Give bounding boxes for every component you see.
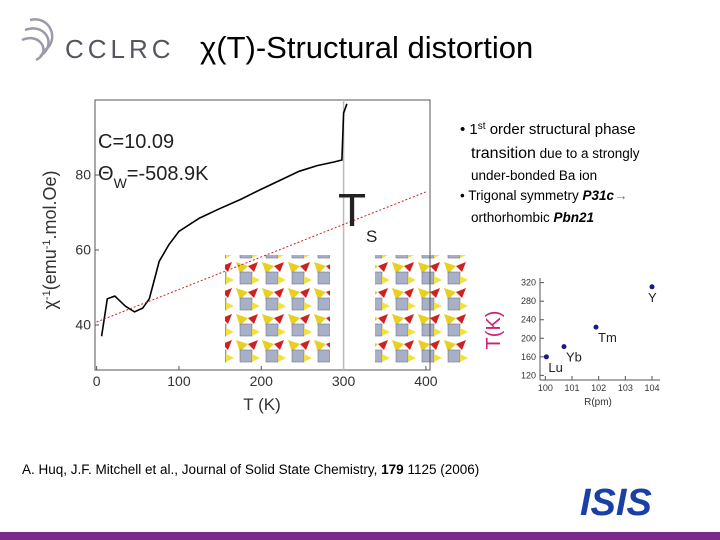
y-axis-label-part: .mol.Oe) [40, 170, 60, 239]
x-axis-label: T (K) [243, 395, 280, 414]
annotation: C=10.09 [98, 131, 174, 153]
bullet-text: transition [471, 145, 536, 162]
bullet-line: under-bonded Ba ion [471, 168, 597, 183]
y-axis-label-part: (emu [40, 249, 60, 290]
plot-frame [94, 99, 431, 371]
bullet-text: 1 [469, 121, 477, 138]
x-tick-label: 100 [538, 383, 553, 393]
y-tick-label: 160 [521, 352, 536, 362]
y-axis-label: T(K) [483, 311, 505, 350]
inset-chart: 100 101 102 103 104 120 160 200 240 280 320 Lu Yb Tm Y… [483, 278, 660, 408]
y-axis-label: χ-1(emu-1.mol.Oe) [40, 170, 60, 309]
annotation: S [366, 227, 377, 246]
annotation: T [338, 184, 366, 236]
data-point [649, 284, 655, 290]
x-tick-label: 400 [414, 373, 438, 389]
y-tick-label: 60 [75, 242, 91, 258]
crystal-image [225, 255, 330, 365]
x-axis-label: R(pm) [584, 397, 612, 408]
y-axis-label-part: -1 [41, 290, 53, 300]
annotation-part: W [114, 175, 128, 191]
bullet-list: • 1st order structural phase transition d… [460, 121, 640, 226]
data-point [561, 344, 567, 350]
logo-text: CCLRC [65, 34, 175, 64]
y-tick-label: 280 [521, 296, 536, 306]
y-tick-label: 120 [521, 370, 536, 380]
citation-volume: 179 [381, 462, 404, 477]
slide-title: χ(T)-Structural distortion [200, 30, 533, 65]
bullet-text: Pbn21 [554, 210, 595, 225]
x-tick-label: 104 [644, 383, 659, 393]
bullet-text: P31c [583, 188, 615, 203]
y-tick-label: 240 [521, 315, 536, 325]
footer-bar [0, 532, 720, 540]
bullet-line: orthorhombic Pbn21 [471, 210, 594, 225]
bullet-line: transition due to a strongly [471, 145, 640, 162]
bullet-text: order structural phase [486, 121, 636, 138]
citation-text: 1125 (2006) [404, 462, 480, 477]
y-tick-label: 80 [75, 167, 91, 183]
x-tick-label: 103 [618, 383, 633, 393]
annotation: ΘW=-508.9K [98, 163, 209, 191]
x-tick-label: 101 [564, 383, 579, 393]
bullet-line: • Trigonal symmetry P31c→ [460, 188, 628, 203]
point-label: Yb [566, 350, 582, 365]
y-axis-label-part: -1 [41, 239, 53, 249]
y-tick-label: 40 [75, 317, 91, 333]
bullet-text: → [614, 188, 628, 203]
bullet-text: due to a strongly [536, 146, 640, 161]
point-label: Lu [548, 360, 562, 375]
x-tick-label: 0 [93, 373, 101, 389]
data-line [96, 191, 427, 323]
point-label: Y [648, 290, 657, 305]
data-point [543, 354, 549, 360]
x-tick-label: 100 [167, 373, 191, 389]
bullet-text: • [460, 121, 469, 138]
y-tick-label: 320 [521, 278, 536, 288]
bullet-line: • 1st order structural phase [460, 121, 636, 139]
x-tick-label: 102 [591, 383, 606, 393]
bullet-text: under-bonded Ba ion [471, 168, 597, 183]
citation: A. Huq, J.F. Mitchell et al., Journal of… [22, 462, 479, 477]
footer-logo: ISIS [580, 482, 652, 524]
annotation-part: =-508.9K [127, 163, 209, 185]
x-tick-label: 300 [332, 373, 356, 389]
bullet-text: st [478, 121, 486, 132]
citation-text: A. Huq, J.F. Mitchell et al., Journal of… [22, 462, 381, 477]
crystal-image [375, 255, 470, 365]
y-tick-label: 200 [521, 333, 536, 343]
point-label: Tm [598, 330, 617, 345]
annotation-part: Θ [98, 163, 114, 185]
x-tick-label: 200 [250, 373, 274, 389]
bullet-text: • Trigonal symmetry [460, 188, 583, 203]
data-line [100, 103, 348, 337]
logo-mark [21, 18, 54, 62]
y-axis-label-part: χ [40, 300, 60, 310]
data-point [593, 324, 599, 330]
bullet-text: orthorhombic [471, 210, 554, 225]
